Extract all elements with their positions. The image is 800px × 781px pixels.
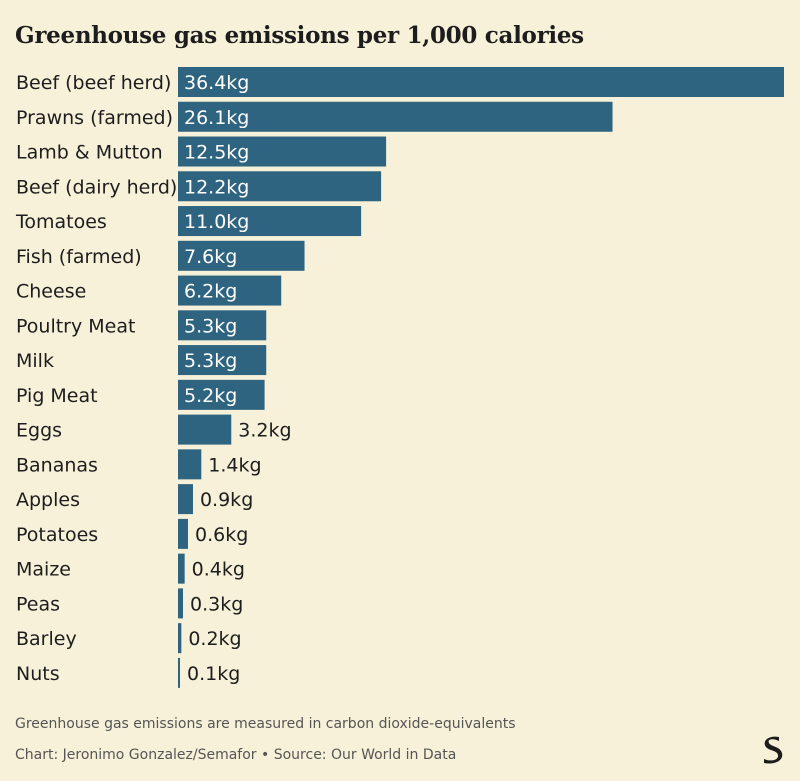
semafor-logo-icon [764,736,783,764]
bar [178,206,362,237]
category-label: Nuts [16,663,60,685]
value-label: 0.2kg [188,628,241,650]
category-label: Fish (farmed) [16,246,142,268]
bar [178,484,193,515]
bar [178,623,182,654]
bar [178,449,202,480]
category-label: Potatoes [16,524,98,546]
bar [178,101,613,132]
bar [178,275,282,306]
source-credit: Chart: Jeronimo Gonzalez/Semafor • Sourc… [15,747,457,763]
category-label: Apples [16,489,80,511]
category-label: Beef (dairy herd) [16,176,177,198]
value-label: 7.6kg [184,246,237,268]
value-label: 12.5kg [184,142,249,164]
value-label: 0.9kg [200,489,253,511]
bar-chart: Beef (beef herd) 36.4kg Prawns (farmed) 26.… [15,67,784,688]
bar [178,379,265,410]
value-label: 36.4kg [184,72,249,94]
value-label: 0.6kg [195,524,248,546]
value-label: 0.3kg [190,593,243,615]
footnote: Greenhouse gas emissions are measured in… [15,716,516,732]
value-label: 3.2kg [238,420,291,442]
category-label: Pig Meat [16,385,98,407]
category-label: Cheese [16,281,86,303]
bar [178,310,267,341]
category-label: Maize [16,559,71,581]
category-label: Bananas [16,454,98,476]
category-label: Barley [16,628,77,650]
bar [178,518,188,549]
value-label: 0.4kg [192,559,245,581]
chart-title: Greenhouse gas emissions per 1,000 calor… [15,22,584,49]
bar [178,657,180,688]
value-label: 5.3kg [184,350,237,372]
category-label: Tomatoes [15,211,107,233]
bar [178,136,387,167]
value-label: 12.2kg [184,176,249,198]
value-label: 11.0kg [184,211,249,233]
category-label: Prawns (farmed) [16,107,173,129]
category-label: Lamb & Mutton [16,142,163,164]
bar [178,588,183,619]
value-label: 1.4kg [208,454,261,476]
bar [178,414,232,445]
bar [178,240,305,271]
category-label: Poultry Meat [16,315,135,337]
value-label: 5.2kg [184,385,237,407]
value-label: 26.1kg [184,107,249,129]
category-label: Eggs [16,420,62,442]
category-label: Beef (beef herd) [16,72,171,94]
value-label: 6.2kg [184,281,237,303]
category-label: Milk [16,350,54,372]
bar [178,345,267,376]
category-label: Peas [16,593,60,615]
bar [178,67,784,97]
bar [178,171,382,202]
bar [178,553,185,584]
value-label: 5.3kg [184,315,237,337]
value-label: 0.1kg [187,663,240,685]
